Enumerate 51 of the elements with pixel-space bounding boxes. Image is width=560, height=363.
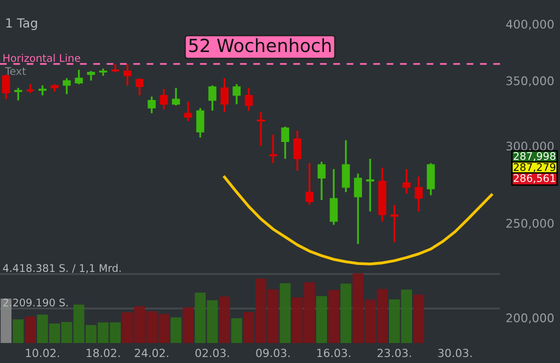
candlestick (281, 126, 290, 160)
candlestick (293, 130, 302, 172)
candlestick (196, 107, 204, 138)
line-series (223, 176, 493, 266)
candlestick (2, 74, 10, 100)
candlestick (172, 86, 180, 106)
x-tick-label: 10.02. (26, 348, 59, 358)
candlestick (232, 83, 241, 106)
x-tick-label: 09.03. (256, 348, 290, 358)
x-tick-label: 18.02. (86, 348, 120, 358)
candlestick (256, 111, 265, 147)
y-tick-label: 350,000 (506, 76, 554, 86)
candlestick (318, 160, 326, 201)
x-tick-label: 02.03. (195, 348, 229, 358)
text: 286,561 (514, 174, 556, 184)
ref-line-label: 4.418.381 S. / 1,1 Mrd. (3, 264, 121, 274)
candlestick (74, 68, 83, 86)
candlestick (87, 70, 96, 82)
x-tick-label: 24.02. (134, 348, 168, 358)
candlestick (342, 139, 350, 194)
candlestick (160, 88, 168, 110)
y-tick-label: 400,000 (506, 20, 554, 30)
x-tick-label: 23.03. (378, 348, 411, 358)
candlestick (402, 168, 411, 195)
candlestick (62, 77, 71, 96)
candlestick (220, 77, 229, 113)
candlestick (184, 100, 192, 122)
candlestick (14, 86, 22, 102)
text: 1 Tag (6, 18, 37, 30)
candlestick (305, 162, 314, 206)
candlestick (366, 158, 374, 212)
candlestick (123, 63, 132, 86)
candlestick (330, 168, 338, 226)
candlestick (354, 172, 362, 245)
candlestick (414, 176, 423, 212)
annotation: Text (4, 67, 26, 76)
candlestick (136, 77, 144, 96)
y-tick-label: 250,000 (506, 218, 554, 229)
y-tick-label: 200,000 (506, 313, 554, 324)
y-tick-label: 300,000 (506, 142, 554, 152)
candlestick (208, 84, 216, 112)
candlestick (148, 96, 156, 114)
annotation: 52 Wochenhoch (189, 38, 331, 52)
candlestick (244, 86, 253, 112)
text: 287,998 (514, 152, 556, 162)
x-tick-label: 16.03. (317, 348, 350, 358)
text: 287,279 (514, 163, 556, 172)
ref-line-label: Horizontal Line (4, 54, 80, 62)
candlestick (390, 204, 398, 244)
candlestick (269, 134, 278, 164)
x-tick-label: 30.03. (438, 348, 472, 358)
